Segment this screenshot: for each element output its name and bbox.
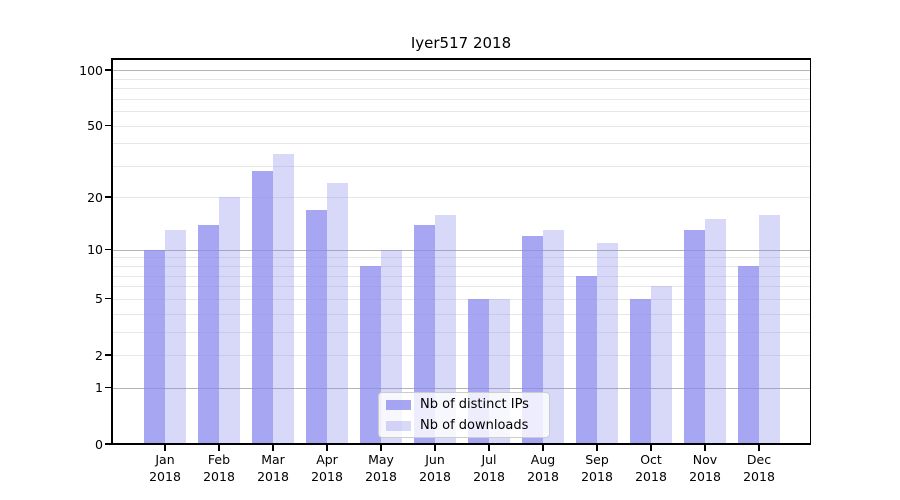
axis-spine-bottom	[111, 443, 812, 445]
x-tick-may	[380, 444, 382, 452]
legend-entry-downloads: Nb of downloads	[386, 417, 549, 435]
bar-downloads-jun	[435, 214, 456, 444]
bar-ips-nov	[684, 230, 705, 444]
axis-spine-right	[809, 58, 812, 445]
bar-downloads-jan	[165, 230, 186, 444]
bar-ips-sep	[576, 275, 597, 444]
x-tick-jul	[488, 444, 490, 452]
bar-downloads-feb	[219, 197, 240, 444]
y-tick-1	[105, 386, 112, 389]
y-tick-label-50: 50	[87, 118, 103, 134]
gridline-minor-3	[112, 331, 810, 333]
x-tick-label-jul: Jul 2018	[473, 452, 505, 484]
x-tick-sep	[596, 444, 598, 452]
gridline-minor-5	[112, 298, 810, 300]
legend-label-downloads: Nb of downloads	[420, 418, 529, 433]
x-tick-jan	[164, 444, 166, 452]
y-tick-label-5: 5	[95, 291, 103, 307]
bar-ips-dec	[738, 266, 759, 444]
gridline-minor-2	[112, 355, 810, 356]
y-tick-label-1: 1	[95, 380, 103, 396]
x-tick-feb	[218, 444, 220, 452]
gridline-minor-30	[112, 165, 810, 167]
bar-downloads-mar	[273, 153, 294, 444]
x-tick-label-may: May 2018	[365, 452, 397, 484]
y-tick-20	[105, 196, 112, 198]
bar-ips-feb	[198, 224, 219, 444]
bar-ips-mar	[252, 171, 273, 444]
gridline-minor-90	[112, 78, 810, 80]
x-tick-label-apr: Apr 2018	[311, 452, 343, 484]
y-tick-10	[105, 248, 112, 251]
y-tick-0	[105, 443, 112, 445]
x-tick-jun	[434, 444, 436, 452]
gridline-minor-20	[112, 197, 810, 199]
legend-label-distinct-ips: Nb of distinct IPs	[420, 397, 529, 412]
y-tick-label-100: 100	[79, 62, 103, 78]
x-tick-mar	[272, 444, 274, 452]
y-tick-5	[105, 297, 112, 300]
x-tick-label-oct: Oct 2018	[635, 452, 667, 484]
y-tick-label-2: 2	[95, 347, 103, 363]
x-tick-apr	[326, 444, 328, 452]
gridline-major-1	[112, 387, 810, 389]
legend-entry-distinct-ips: Nb of distinct IPs	[386, 396, 549, 414]
y-tick-label-20: 20	[87, 189, 103, 205]
x-tick-label-jun: Jun 2018	[419, 452, 451, 484]
gridline-minor-7	[112, 275, 810, 277]
legend-swatch-distinct-ips	[386, 399, 411, 410]
gridline-major-100	[112, 70, 810, 72]
x-tick-oct	[650, 444, 652, 452]
axis-spine-top	[111, 58, 812, 60]
bar-ips-oct	[630, 298, 651, 444]
bar-downloads-oct	[651, 286, 672, 444]
gridline-minor-50	[112, 125, 810, 127]
x-tick-nov	[704, 444, 706, 452]
gridline-major-10	[112, 249, 810, 251]
x-tick-label-dec: Dec 2018	[743, 452, 775, 484]
x-tick-label-sep: Sep 2018	[581, 452, 613, 484]
y-tick-50	[105, 124, 112, 127]
y-tick-label-10: 10	[87, 242, 103, 258]
gridline-minor-70	[112, 98, 810, 100]
x-tick-label-jan: Jan 2018	[149, 452, 181, 484]
gridline-minor-40	[112, 143, 810, 145]
bar-downloads-sep	[597, 242, 618, 444]
x-tick-aug	[542, 444, 544, 452]
gridline-minor-9	[112, 257, 810, 259]
gridline-minor-60	[112, 111, 810, 113]
gridline-minor-6	[112, 286, 810, 288]
y-tick-100	[105, 69, 112, 71]
bar-ips-jun	[414, 224, 435, 444]
bar-downloads-apr	[327, 183, 348, 444]
gridline-minor-4	[112, 313, 810, 315]
chart-title: Iyer517 2018	[410, 34, 512, 52]
legend: Nb of distinct IPs Nb of downloads	[378, 392, 550, 438]
x-tick-label-nov: Nov 2018	[689, 452, 721, 484]
y-tick-2	[105, 354, 112, 356]
x-tick-label-feb: Feb 2018	[203, 452, 235, 484]
plot-area	[112, 58, 810, 444]
bar-ips-may	[360, 266, 381, 444]
x-tick-dec	[758, 444, 760, 452]
bar-downloads-aug	[543, 230, 564, 444]
x-tick-label-aug: Aug 2018	[527, 452, 559, 484]
bar-ips-aug	[522, 236, 543, 444]
bar-ips-apr	[306, 209, 327, 444]
legend-swatch-downloads	[386, 420, 411, 431]
gridline-minor-8	[112, 266, 810, 268]
x-tick-label-mar: Mar 2018	[257, 452, 289, 484]
bar-downloads-dec	[759, 214, 780, 444]
bar-downloads-nov	[705, 219, 726, 444]
y-tick-label-0: 0	[95, 436, 103, 452]
axis-spine-left	[111, 58, 113, 445]
gridline-minor-80	[112, 88, 810, 90]
bar-ips-jan	[144, 249, 165, 444]
